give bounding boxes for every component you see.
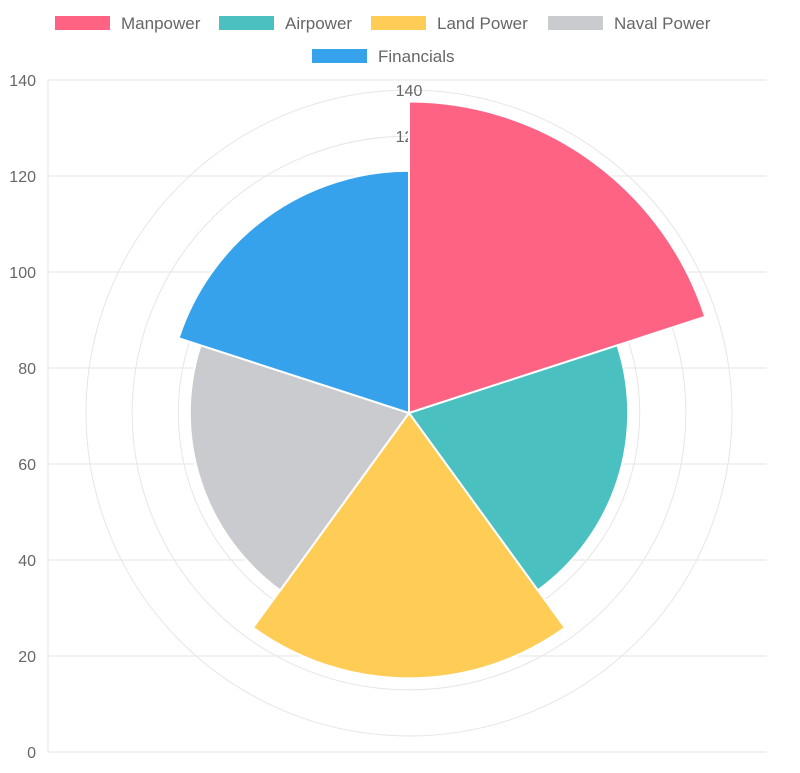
segment-financials[interactable] [177, 169, 410, 415]
segment-naval-power[interactable] [188, 344, 411, 592]
segment-land-power[interactable] [251, 411, 567, 680]
y-axis-tick-labels: 0 20 40 60 80 100 120 140 [9, 73, 36, 762]
legend-item-airpower[interactable]: Airpower [219, 14, 352, 33]
legend-label: Manpower [121, 14, 201, 33]
y-tick-label: 80 [18, 361, 36, 378]
legend: Manpower Airpower Land Power Naval Power Fin… [55, 14, 711, 66]
legend-swatch [371, 16, 426, 30]
legend-item-naval-power[interactable]: Naval Power [548, 14, 711, 33]
polar-segments [177, 100, 707, 680]
legend-swatch [312, 49, 367, 63]
legend-label: Naval Power [614, 14, 711, 33]
radial-ring [85, 89, 733, 737]
radial-tick-label: 140 [396, 83, 423, 100]
legend-item-financials[interactable]: Financials [312, 47, 455, 66]
legend-label: Land Power [437, 14, 528, 33]
legend-label: Financials [378, 47, 455, 66]
legend-item-manpower[interactable]: Manpower [55, 14, 201, 33]
y-tick-label: 120 [9, 169, 36, 186]
y-tick-label: 60 [18, 457, 36, 474]
legend-item-land-power[interactable]: Land Power [371, 14, 528, 33]
legend-label: Airpower [285, 14, 352, 33]
y-tick-label: 40 [18, 553, 36, 570]
segment-airpower[interactable] [407, 344, 630, 592]
y-tick-label: 100 [9, 265, 36, 282]
y-tick-label: 0 [27, 745, 36, 762]
legend-swatch [548, 16, 603, 30]
y-tick-label: 20 [18, 649, 36, 666]
legend-swatch [219, 16, 274, 30]
legend-swatch [55, 16, 110, 30]
y-tick-label: 140 [9, 73, 36, 90]
segment-manpower[interactable] [408, 100, 707, 415]
